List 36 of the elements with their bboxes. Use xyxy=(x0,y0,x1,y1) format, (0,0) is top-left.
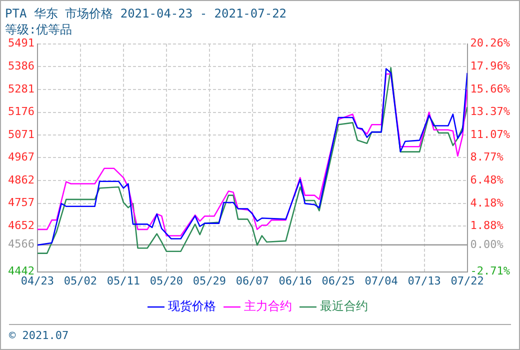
x-tick-label: 05/02 xyxy=(64,274,98,288)
y2-tick-label: 4.18% xyxy=(470,196,504,210)
y2-tick-label: 1.88% xyxy=(470,219,504,232)
x-tick-label: 06/07 xyxy=(236,274,269,288)
x-tick-label: 06/16 xyxy=(278,274,312,288)
chart-title: PTA 华东 市场价格 2021-04-23 - 2021-07-22 xyxy=(5,6,287,20)
x-tick-label: 05/20 xyxy=(150,274,183,288)
y2-tick-label: 8.77% xyxy=(470,150,504,164)
y2-tick-label: 13.37% xyxy=(470,105,510,118)
y2-tick-label: 17.96% xyxy=(470,59,510,72)
x-tick-label: 05/11 xyxy=(106,274,140,288)
x-tick-label: 06/25 xyxy=(322,274,355,288)
y2-tick-label: 15.66% xyxy=(470,82,510,96)
y-tick-label: 5176 xyxy=(8,105,34,118)
y-tick-label: 5071 xyxy=(8,128,34,141)
chart-subtitle: 等级:优等品 xyxy=(5,22,72,37)
legend-label: 最近合约 xyxy=(320,299,368,314)
y-tick-label: 4862 xyxy=(8,173,34,186)
y2-tick-label: 11.07% xyxy=(470,128,510,141)
y-tick-label: 4757 xyxy=(8,196,34,210)
y-tick-label: 4652 xyxy=(8,219,34,232)
y-tick-label: 5491 xyxy=(8,36,34,50)
legend-label: 现货价格 xyxy=(168,299,216,314)
x-tick-label: 05/29 xyxy=(192,274,226,288)
y-tick-label: 5281 xyxy=(8,82,34,96)
text: © 2021.07 xyxy=(9,324,511,342)
x-tick-label: 07/22 xyxy=(450,274,484,288)
y2-tick-label: 20.26% xyxy=(470,36,510,50)
y2-tick-label: 6.48% xyxy=(470,173,504,186)
x-tick-label: 07/04 xyxy=(364,274,398,288)
y-tick-label: 4566 xyxy=(8,238,34,251)
x-tick-label: 07/13 xyxy=(408,274,441,288)
y-tick-label: 4967 xyxy=(8,150,34,164)
y2-tick-label: 0.00% xyxy=(470,238,504,251)
y-tick-label: 5386 xyxy=(8,59,34,72)
legend-label: 主力合约 xyxy=(244,299,292,314)
